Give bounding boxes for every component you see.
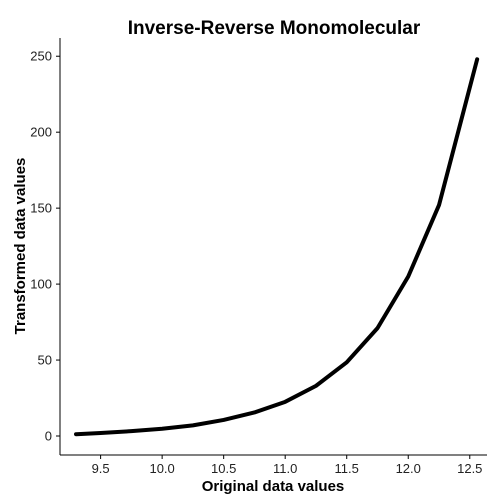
x-tick-label: 10.5	[211, 461, 236, 476]
chart-title: Inverse-Reverse Monomolecular	[128, 18, 421, 39]
x-tick-label: 12.5	[457, 461, 482, 476]
axes	[59, 38, 487, 456]
y-axis-label: Transformed data values	[12, 158, 29, 335]
y-ticks: 0 50 100 150 200 250	[30, 49, 60, 444]
x-tick-label: 11.0	[273, 461, 297, 476]
y-tick-label: 50	[38, 353, 52, 368]
y-tick-label: 100	[30, 277, 52, 292]
x-tick-label: 11.5	[335, 461, 359, 476]
y-tick-label: 0	[45, 429, 52, 444]
x-axis-label: Original data values	[202, 478, 345, 495]
y-tick-label: 250	[30, 49, 52, 64]
x-tick-label: 9.5	[92, 461, 110, 476]
y-tick-label: 200	[30, 125, 52, 140]
y-tick-label: 150	[30, 201, 52, 216]
series-line	[74, 57, 480, 437]
x-tick-label: 12.0	[396, 461, 421, 476]
x-ticks: 9.5 10.0 10.5 11.0 11.5 12.0 12.5	[92, 455, 482, 476]
x-tick-label: 10.0	[149, 461, 174, 476]
